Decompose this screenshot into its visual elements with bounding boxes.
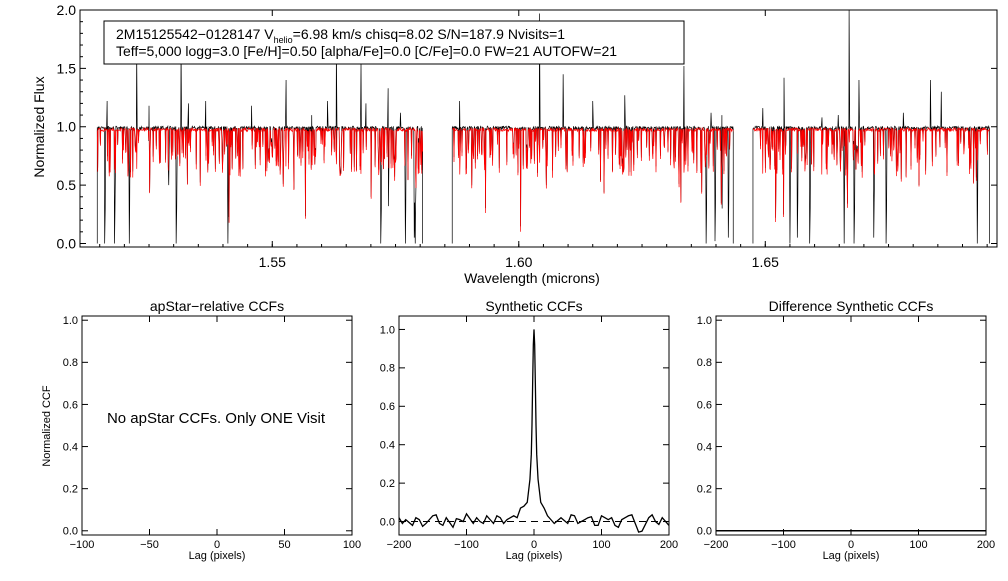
- apstar-ccf-ytick-label: 0.8: [63, 357, 78, 369]
- difference-ccf-ytick-label: 1.0: [697, 315, 712, 327]
- apstar-ccf-ticks: −100 −50 0 50 100 0.0 0.2 0.4 0.6 0.8 1.0: [63, 315, 361, 551]
- difference-ccf-ytick-label: 0.6: [697, 399, 712, 411]
- difference-ccf-ticks: −200 −100 0 100 200 0.0 0.2 0.4 0.6 0.8 1.0: [697, 315, 995, 551]
- spectrum-xlabel: Wavelength (microns): [464, 270, 600, 286]
- synthetic-ccf-lines: [398, 329, 670, 533]
- difference-ccf-ytick-label: 0.8: [697, 357, 712, 369]
- observed-spectrum-chip-3: [752, 10, 990, 244]
- apstar-ccf-xlabel: Lag (pixels): [189, 550, 246, 562]
- synthetic-ccf-frame: [398, 315, 670, 536]
- synthetic-ccf-xtick-label: −200: [387, 539, 412, 551]
- info-line-2: Teff=5,000 logg=3.0 [Fe/H]=0.50 [alpha/F…: [116, 43, 617, 59]
- difference-ccf-xtick-label: 0: [848, 539, 854, 551]
- apstar-ccf-ytick-label: 1.0: [63, 315, 78, 327]
- synthetic-ccf-panel: Synthetic CCFs −200 −100 0 100 200 0.0 0.2 0.4 0…: [380, 298, 678, 562]
- difference-ccf-xtick-label: 200: [977, 539, 995, 551]
- synthetic-ccf-line: [398, 329, 670, 533]
- difference-ccf-ytick-label: 0.4: [697, 441, 712, 453]
- spectrum-ytick-label: 1.5: [57, 60, 77, 76]
- synthetic-ccf-xtick-label: 0: [531, 539, 537, 551]
- info-stats: =6.98 km/s chisq=8.02 S/N=187.9 Nvisits=…: [293, 26, 566, 42]
- spectrum-lines: [96, 10, 990, 244]
- apstar-ccf-ylabel: Normalized CCF: [41, 385, 53, 467]
- apstar-ccf-ytick-label: 0.4: [63, 441, 78, 453]
- info-star: 2M15125542−0128147 V: [116, 26, 274, 42]
- synthetic-ccf-ytick-label: 0.4: [380, 440, 395, 452]
- difference-ccf-xtick-label: −200: [704, 539, 729, 551]
- spectrum-frame: [79, 9, 998, 248]
- model-spectrum-chip-2: [451, 126, 734, 232]
- difference-ccf-ytick-label: 0.2: [697, 484, 712, 496]
- apstar-ccf-ytick-label: 0.2: [63, 484, 78, 496]
- model-spectrum-chip-3: [752, 126, 990, 222]
- difference-ccf-panel: Difference Synthetic CCFs −200 −100 0 100 20…: [697, 298, 995, 562]
- apstar-ccf-ytick-label: 0.0: [63, 526, 78, 538]
- synthetic-ccf-xtick-label: 100: [592, 539, 610, 551]
- apstar-ccf-xtick-label: 0: [214, 539, 220, 551]
- difference-ccf-title: Difference Synthetic CCFs: [769, 298, 934, 314]
- apstar-ccf-xtick-label: 100: [343, 539, 361, 551]
- spectrum-ylabel: Normalized Flux: [31, 76, 47, 177]
- apstar-ccf-title: apStar−relative CCFs: [150, 298, 284, 314]
- info-subscript: helio: [274, 35, 293, 45]
- synthetic-ccf-ytick-label: 0.6: [380, 401, 395, 413]
- spectrum-xtick-label: 1.55: [259, 254, 286, 270]
- spectrum-ticks: 1.55 1.60 1.65 0.0 0.5 1.0 1.5 2.0: [57, 2, 997, 270]
- synthetic-ccf-xlabel: Lag (pixels): [506, 550, 563, 562]
- apstar-ccf-xtick-label: −100: [70, 539, 95, 551]
- spectrum-ytick-label: 0.0: [57, 235, 77, 251]
- spectrum-ytick-label: 2.0: [57, 2, 77, 18]
- synthetic-ccf-ytick-label: 1.0: [380, 324, 395, 336]
- apstar-ccf-ytick-label: 0.6: [63, 399, 78, 411]
- difference-ccf-frame: [715, 315, 987, 536]
- spectrum-xtick-label: 1.65: [752, 254, 779, 270]
- difference-ccf-ytick-label: 0.0: [697, 526, 712, 538]
- spectrum-ytick-label: 1.0: [57, 119, 77, 135]
- apstar-ccf-panel: apStar−relative CCFs −100 −50 0 50 100 0.0 0.2…: [41, 298, 361, 562]
- synthetic-ccf-ytick-label: 0.0: [380, 516, 395, 528]
- no-ccf-message: No apStar CCFs. Only ONE Visit: [107, 410, 326, 427]
- synthetic-ccf-xtick-label: −100: [454, 539, 479, 551]
- synthetic-ccf-xtick-label: 200: [660, 539, 678, 551]
- synthetic-ccf-ytick-label: 0.8: [380, 363, 395, 375]
- difference-ccf-xtick-label: 100: [909, 539, 927, 551]
- info-line-1: 2M15125542−0128147 Vhelio=6.98 km/s chis…: [116, 26, 565, 45]
- difference-ccf-xlabel: Lag (pixels): [823, 550, 880, 562]
- spectrum-ytick-label: 0.5: [57, 177, 77, 193]
- apstar-ccf-xtick-label: −50: [140, 539, 159, 551]
- spectrum-panel: 1.55 1.60 1.65 0.0 0.5 1.0 1.5 2.0 Wavelength (…: [31, 2, 998, 286]
- info-box: [103, 20, 685, 65]
- synthetic-ccf-title: Synthetic CCFs: [485, 298, 582, 314]
- synthetic-ccf-ytick-label: 0.2: [380, 478, 395, 490]
- difference-ccf-xtick-label: −100: [771, 539, 796, 551]
- model-spectrum-chip-1: [96, 126, 423, 223]
- synthetic-ccf-ticks: −200 −100 0 100 200 0.0 0.2 0.4 0.6 0.8 1.0: [380, 316, 678, 551]
- spectrum-xtick-label: 1.60: [505, 254, 532, 270]
- apstar-ccf-xtick-label: 50: [278, 539, 290, 551]
